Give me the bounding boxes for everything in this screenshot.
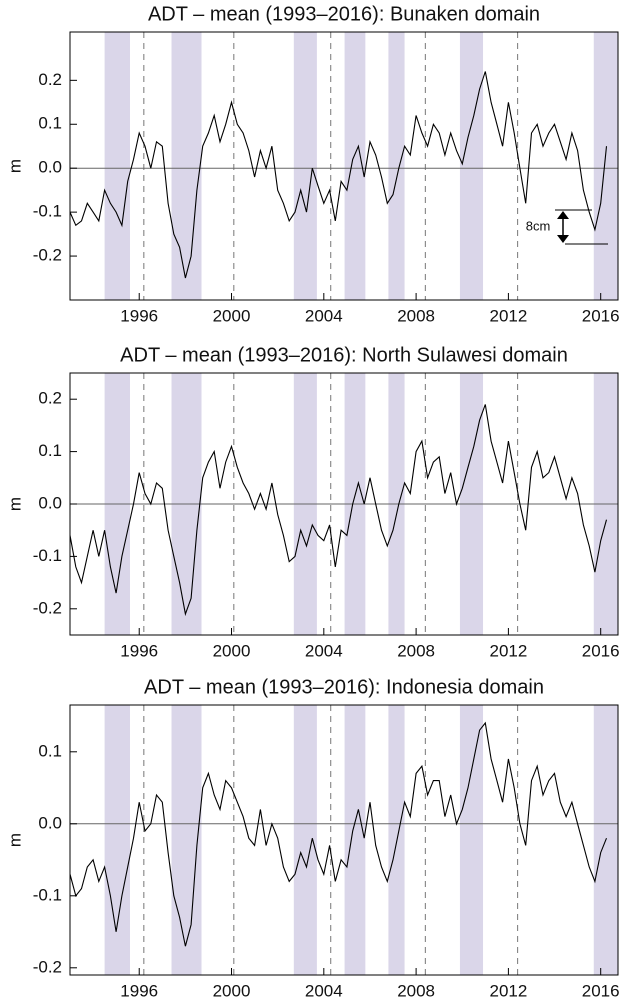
annotation: 8cm xyxy=(526,218,551,233)
chart-title: ADT – mean (1993–2016): North Sulawesi d… xyxy=(120,344,568,366)
arrow-head xyxy=(557,235,569,243)
plot-frame xyxy=(69,372,619,636)
shaded-span xyxy=(104,705,130,975)
x-tick-label: 2012 xyxy=(489,306,527,325)
shaded-span xyxy=(104,32,130,300)
x-tick-label: 2012 xyxy=(489,641,527,660)
data-line xyxy=(69,721,608,947)
shaded-span xyxy=(293,705,317,975)
shaded-span xyxy=(593,32,618,300)
y-tick-label: 0.1 xyxy=(38,114,62,133)
y-tick-label: -0.2 xyxy=(33,246,62,265)
shaded-span xyxy=(344,32,366,300)
x-tick-label: 2004 xyxy=(305,641,343,660)
x-tick-label: 2016 xyxy=(582,306,620,325)
y-tick-label: 0.2 xyxy=(38,70,62,89)
y-tick-label: 0.0 xyxy=(38,158,62,177)
y-tick-label: 0.0 xyxy=(38,813,62,832)
plot-frame xyxy=(69,704,619,976)
x-tick-label: 1996 xyxy=(120,641,158,660)
y-axis-label: m xyxy=(5,159,24,173)
y-tick-label: -0.1 xyxy=(33,202,62,221)
shaded-span xyxy=(459,32,484,300)
y-tick-label: -0.1 xyxy=(33,885,62,904)
x-tick-label: 1996 xyxy=(120,981,158,1000)
x-tick-label: 2012 xyxy=(489,981,527,1000)
y-tick-label: 0.1 xyxy=(38,741,62,760)
x-tick-label: 2008 xyxy=(397,641,435,660)
x-tick-label: 2008 xyxy=(397,306,435,325)
shaded-span xyxy=(344,705,366,975)
y-axis-label: m xyxy=(5,497,24,511)
x-tick-label: 2016 xyxy=(582,641,620,660)
y-tick-label: -0.2 xyxy=(33,957,62,976)
y-tick-label: 0.1 xyxy=(38,441,62,460)
x-tick-label: 1996 xyxy=(120,306,158,325)
x-tick-label: 2004 xyxy=(305,306,343,325)
data-line xyxy=(69,71,608,279)
y-tick-label: 0.2 xyxy=(38,389,62,408)
x-tick-label: 2016 xyxy=(582,981,620,1000)
shaded-span xyxy=(171,705,202,975)
shaded-span xyxy=(388,32,405,300)
x-tick-label: 2008 xyxy=(397,981,435,1000)
chart-title: ADT – mean (1993–2016): Bunaken domain xyxy=(148,3,540,25)
x-tick-label: 2000 xyxy=(213,981,251,1000)
y-tick-label: -0.2 xyxy=(33,598,62,617)
y-tick-label: -0.1 xyxy=(33,546,62,565)
shaded-span xyxy=(171,32,202,300)
plot-frame xyxy=(69,31,619,301)
shaded-span xyxy=(459,705,484,975)
data-line xyxy=(69,404,608,617)
arrow-head xyxy=(557,211,569,219)
x-tick-label: 2000 xyxy=(213,641,251,660)
y-tick-label: 0.0 xyxy=(38,493,62,512)
x-tick-label: 2000 xyxy=(213,306,251,325)
x-tick-label: 2004 xyxy=(305,981,343,1000)
chart-title: ADT – mean (1993–2016): Indonesia domain xyxy=(144,676,544,698)
shaded-span xyxy=(293,32,317,300)
y-axis-label: m xyxy=(5,833,24,847)
